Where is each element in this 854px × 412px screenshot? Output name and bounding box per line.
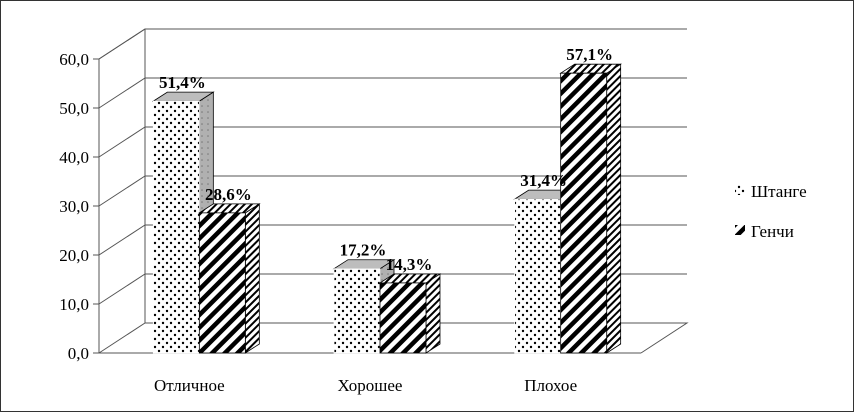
- data-labels: 51,4% 28,6% 17,2%14,3% 31,4% 57,1%: [159, 45, 613, 274]
- legend-label: Генчи: [751, 222, 794, 241]
- bar-front: [333, 268, 381, 354]
- gridline: [98, 28, 687, 60]
- legend-swatch: [735, 225, 745, 235]
- gridlines: [98, 28, 687, 305]
- legend-label: Штанге: [751, 182, 807, 201]
- legend: Штанге Генчи: [735, 182, 807, 241]
- category-labels: Отличное Хорошее Плохое: [154, 376, 577, 395]
- bars: [151, 63, 623, 354]
- category-label: Отличное: [154, 376, 225, 395]
- y-tick-label: 60,0: [59, 50, 89, 69]
- bar-side: [606, 63, 622, 354]
- data-label: 14,3%: [386, 255, 433, 274]
- y-tick-label: 20,0: [59, 246, 89, 265]
- bar: [559, 63, 623, 354]
- bar: [197, 203, 261, 354]
- data-label: 31,4%: [520, 171, 567, 190]
- gridline: [98, 77, 687, 109]
- bar-front: [152, 100, 200, 354]
- gridline: [98, 126, 687, 158]
- gridline: [98, 175, 687, 207]
- gridline: [98, 273, 687, 305]
- data-label: 57,1%: [566, 45, 613, 64]
- bar-front: [198, 212, 246, 354]
- y-tick-label: 0,0: [68, 344, 89, 363]
- category-label: Хорошее: [338, 376, 403, 395]
- data-label: 51,4%: [159, 73, 206, 92]
- bar: [378, 273, 442, 354]
- y-tick-label: 40,0: [59, 148, 89, 167]
- bar-side: [244, 203, 260, 354]
- bar-front: [514, 198, 562, 354]
- bar-front: [379, 282, 427, 354]
- y-tick-label: 10,0: [59, 295, 89, 314]
- bar-side: [425, 273, 441, 354]
- data-label: 28,6%: [205, 185, 252, 204]
- category-label: Плохое: [524, 376, 577, 395]
- y-tick-label: 50,0: [59, 99, 89, 118]
- y-axis-ticks: 0,0 10,0 20,0 30,0 40,0 50,0 60,0: [59, 50, 99, 363]
- gridline: [98, 224, 687, 256]
- bar-front: [560, 72, 608, 354]
- y-tick-label: 30,0: [59, 197, 89, 216]
- legend-swatch: [735, 185, 745, 195]
- data-label: 17,2%: [340, 241, 387, 260]
